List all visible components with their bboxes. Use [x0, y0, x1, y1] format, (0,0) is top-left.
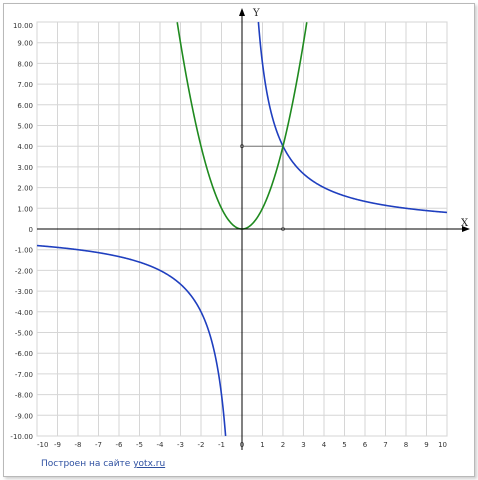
y-tick-label: 7.00 — [17, 81, 33, 89]
y-tick-label: -8.00 — [15, 392, 33, 400]
x-tick-label: 6 — [363, 441, 368, 449]
x-axis-label: X — [461, 218, 469, 229]
x-tick-label: 9 — [424, 441, 428, 449]
x-tick-label: 0 — [240, 441, 244, 449]
x-tick-label: 7 — [383, 441, 387, 449]
y-tick-label: 10.00 — [13, 22, 33, 30]
x-tick-label: -1 — [218, 441, 225, 449]
footer: Построен на сайте yotx.ru — [41, 459, 165, 469]
x-tick-label: 10 — [438, 441, 447, 449]
x-tick-label: -7 — [95, 441, 102, 449]
y-tick-label: 6.00 — [17, 102, 33, 110]
x-tick-label: -6 — [116, 441, 124, 449]
y-axis-label: Y — [252, 8, 260, 19]
x-tick-label: -9 — [54, 441, 61, 449]
y-tick-label: -10.00 — [10, 433, 33, 441]
y-tick-label: -9.00 — [15, 412, 33, 420]
chart-plot: -10 -9 -8 -7 -6 -5 -4 -3 -2 -1 0 1 2 3 4 5 6 7 8 9 1010.009.… — [10, 8, 470, 450]
x-tick-label: 2 — [281, 441, 285, 449]
hyperbola-branch-positive — [257, 21, 448, 214]
axes — [37, 8, 470, 450]
x-tick-label: -8 — [75, 441, 82, 449]
y-tick-label: 5.00 — [17, 123, 33, 131]
y-tick-label: -7.00 — [15, 371, 33, 379]
x-tick-label: -10 — [37, 441, 48, 449]
y-tick-label: 8.00 — [17, 60, 33, 68]
x-tick-label: 8 — [404, 441, 408, 449]
y-tick-label: -3.00 — [15, 288, 33, 296]
y-tick-label: 2.00 — [17, 185, 33, 193]
y-tick-label: -5.00 — [15, 330, 33, 338]
chart-frame: -10 -9 -8 -7 -6 -5 -4 -3 -2 -1 0 1 2 3 4 5 6 7 8 9 10 10.00 9.… — [3, 3, 475, 477]
x-tick-label: -2 — [198, 441, 205, 449]
y-tick-label: -4.00 — [15, 309, 33, 317]
y-tick-label: -2.00 — [15, 267, 33, 275]
y-axis-arrow — [239, 8, 245, 16]
y-tick-label: -6.00 — [15, 350, 33, 358]
tick-labels: -10 -9 -8 -7 -6 -5 -4 -3 -2 -1 0 1 2 3 4 5 6 7 8 9 1010.009.… — [10, 22, 447, 449]
y-tick-label: -1.00 — [15, 247, 33, 255]
x-tick-label: 4 — [322, 441, 327, 449]
y-tick-label: 1.00 — [17, 205, 33, 213]
y-tick-label: 9.00 — [17, 40, 33, 48]
x-tick-label: -3 — [177, 441, 184, 449]
x-axis-arrow — [462, 226, 470, 232]
y-tick-label: 3.00 — [17, 164, 33, 172]
x-tick-label: 5 — [342, 441, 346, 449]
footer-link[interactable]: yotx.ru — [133, 459, 166, 469]
hyperbola-branch-negative — [36, 244, 227, 437]
x-tick-label: -4 — [157, 441, 165, 449]
footer-text: Построен на сайте — [41, 459, 131, 469]
x-tick-label: 1 — [260, 441, 264, 449]
x-tick-label: -5 — [136, 441, 143, 449]
x-tick-label: 3 — [301, 441, 305, 449]
y-tick-label: 0 — [29, 226, 33, 234]
y-tick-label: 4.00 — [17, 143, 33, 151]
